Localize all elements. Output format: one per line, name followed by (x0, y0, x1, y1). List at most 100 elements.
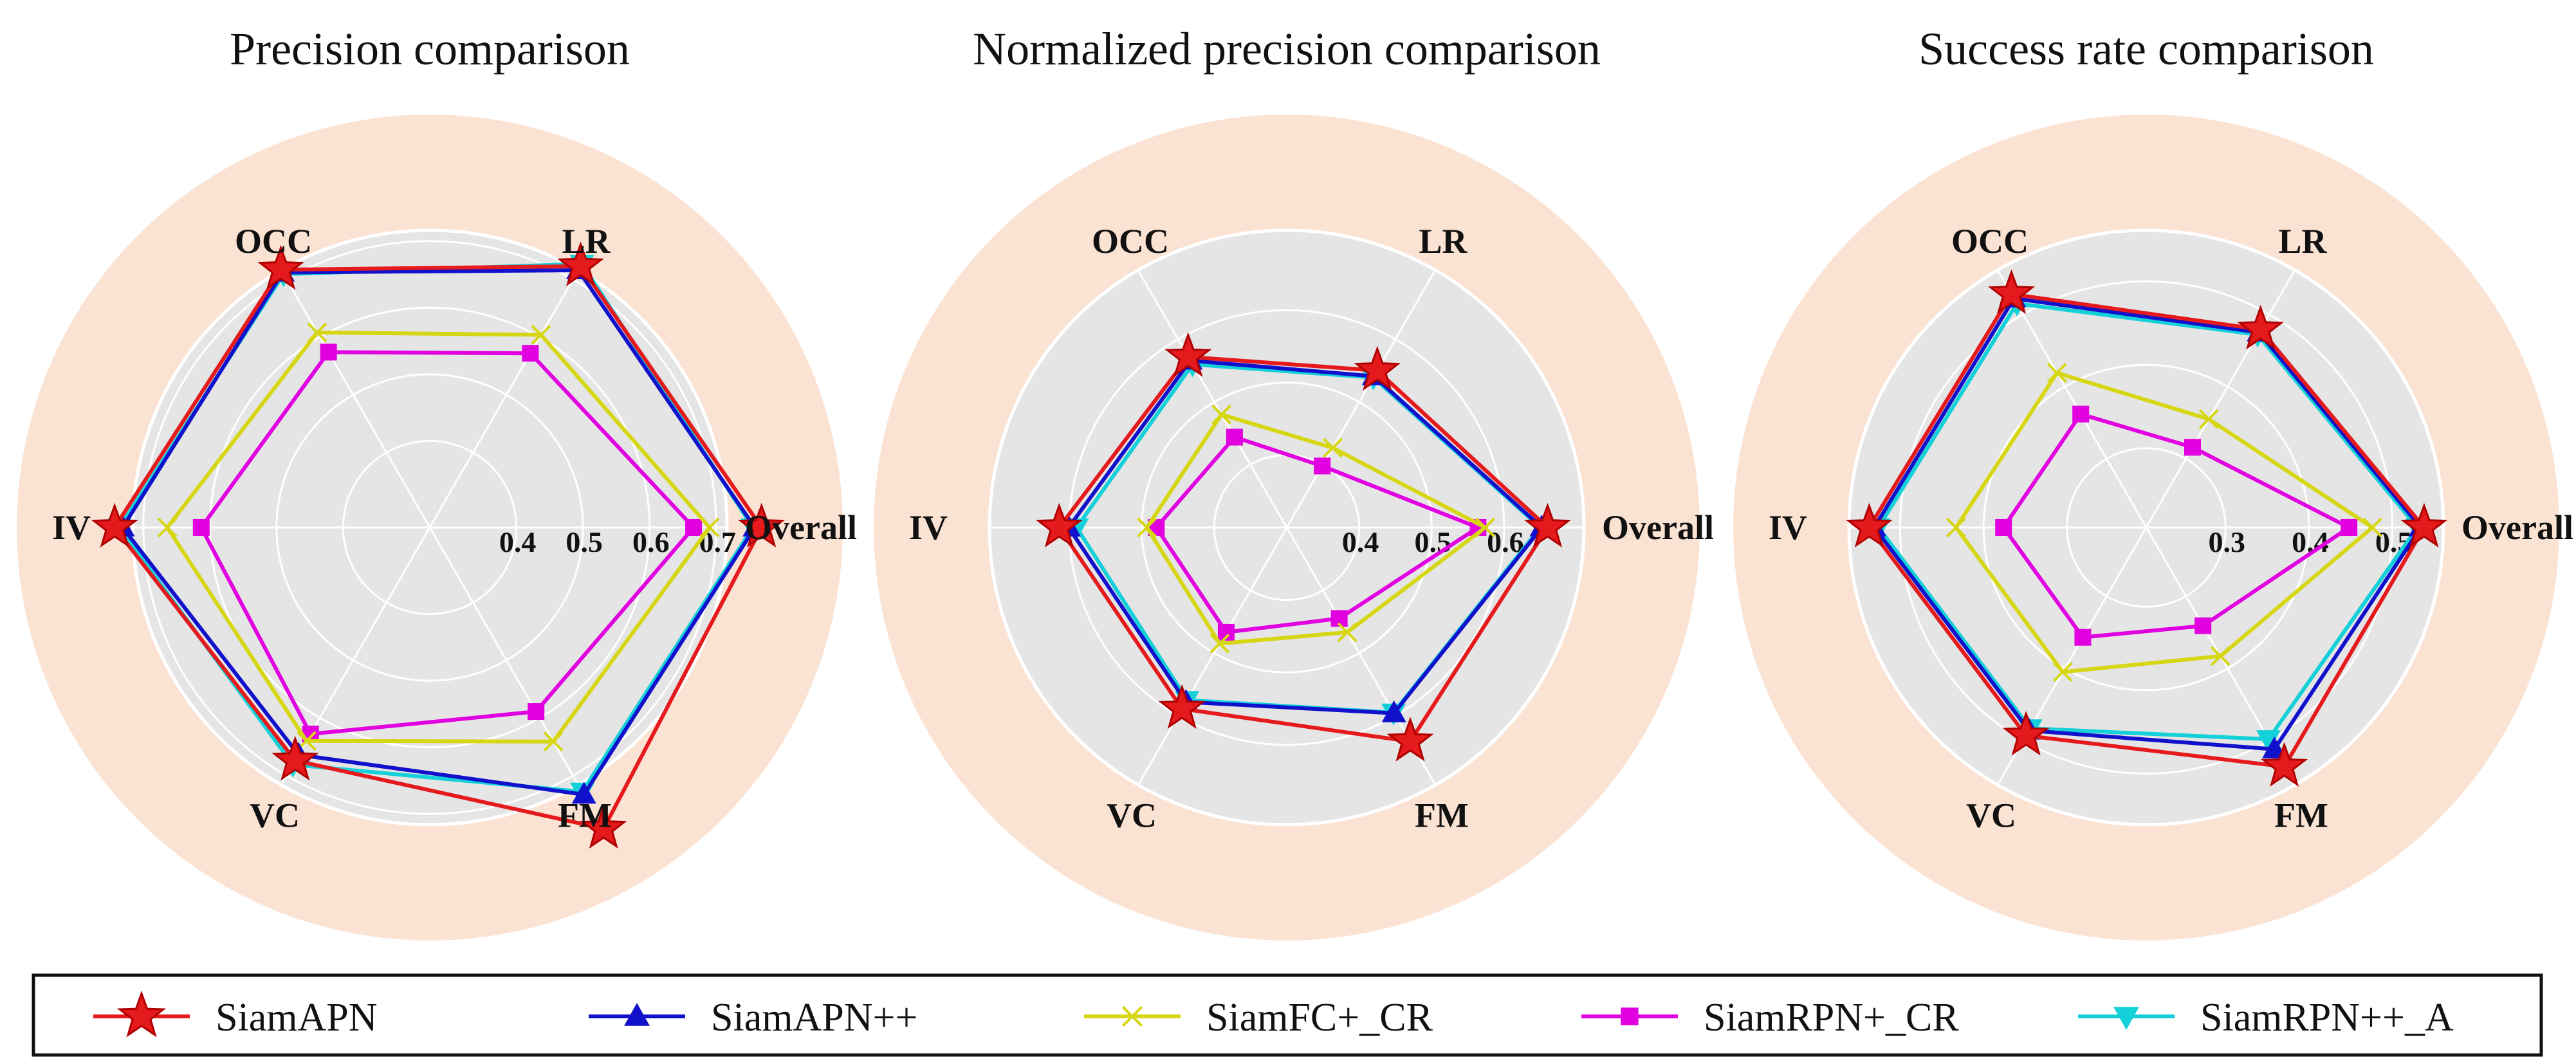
series-siamapn (91, 241, 786, 849)
radial-tick-label: 0.4 (1342, 526, 1379, 558)
radial-tick-label: 0.6 (632, 526, 670, 558)
point-siamfcplus-cr-iv (1946, 517, 1966, 538)
axis-label-iv: IV (909, 508, 948, 547)
point-siamrpnplus-cr-lr (522, 345, 539, 362)
axis-label-overall: Overall (745, 508, 857, 547)
point-siamapn-occ (1164, 332, 1212, 377)
point-siamfcplus-cr-lr (531, 325, 551, 345)
chart-title: Normalized precision comparison (973, 23, 1601, 75)
axis-label-overall: Overall (1602, 508, 1714, 547)
point-siamapn-overall (1523, 502, 1571, 548)
point-siamfcplus-cr-occ (2047, 363, 2067, 383)
point-siamrpnplus-cr-fm (2194, 617, 2212, 634)
point-siamfcplus-cr-overall (2362, 517, 2382, 538)
axis-label-iv: IV (1769, 508, 1807, 547)
square-icon (1621, 1007, 1639, 1025)
axis-label-fm: FM (1415, 796, 1469, 834)
chart-title: Success rate comparison (1918, 23, 2374, 75)
point-siamapnplusplus-fm (1381, 700, 1406, 722)
axis-label-occ: OCC (1951, 222, 2029, 261)
x-icon (1121, 1005, 1143, 1027)
point-siamapn-iv (1035, 502, 1083, 548)
radar-panel-precision-comparison: 0.4 0.5 0.6 0.7 Overall LR OCC IV VC FM Precision … (17, 23, 857, 940)
point-siamrpnplus-cr-occ (1226, 428, 1243, 446)
grid-spoke (1137, 527, 1288, 785)
point-siamapn-iv (1845, 502, 1893, 548)
triangle-up-icon (624, 1003, 650, 1026)
point-siamapn-fm (1386, 717, 1434, 762)
point-siamapn-overall (738, 502, 786, 548)
point-siamapn-occ (1988, 269, 2036, 315)
point-siamrpnplus-cr-occ (320, 344, 337, 361)
axis-label-vc: VC (1966, 796, 2016, 834)
chart-title: Precision comparison (230, 23, 630, 75)
axis-label-overall: Overall (2461, 508, 2573, 547)
point-siamfcplus-cr-vc (2052, 662, 2073, 683)
legend-entry-siamrpnplus-cr: SiamRPN+_CR (1581, 996, 1959, 1040)
legend-entry-siamapn: SiamAPN (93, 990, 377, 1040)
point-siamapn-fm (2261, 742, 2308, 787)
point-siamfcplus-cr-iv (1137, 517, 1157, 538)
legend-label: SiamFC+_CR (1206, 996, 1433, 1040)
point-siamrpnplus-cr-overall (685, 519, 703, 536)
radial-tick-label: 0.4 (499, 526, 537, 558)
point-siamrpnplus-cr-iv (192, 519, 210, 536)
radial-tick-label: 0.5 (566, 526, 603, 558)
point-siamapn-vc (271, 735, 319, 781)
point-siamfcplus-cr-occ (307, 322, 327, 343)
series-siamrpnplus-cr (1995, 405, 2358, 646)
axis-label-vc: VC (1107, 796, 1157, 834)
point-siamapn-lr (557, 241, 605, 286)
point-siamapnplusplus-fm (571, 782, 596, 804)
axis-label-lr: LR (2278, 222, 2327, 261)
series-siamfcplus-cr (1137, 405, 1496, 654)
point-siamfcplus-cr-fm (543, 731, 564, 752)
point-siamrpnplus-cr-iv (1995, 519, 2012, 536)
legend-entry-siamapnplusplus: SiamAPN++ (589, 996, 917, 1040)
axis-label-iv: IV (52, 508, 91, 547)
point-siamapn-vc (2002, 711, 2050, 756)
legend-entry-siamfcplus-cr: SiamFC+_CR (1084, 996, 1433, 1040)
series-siamrpnplus-cr (1148, 428, 1487, 641)
point-siamrpnplus-cr-lr (1314, 457, 1331, 475)
point-siamfcplus-cr-lr (2198, 409, 2219, 429)
grid-spoke (1996, 270, 2148, 528)
axis-label-vc: VC (250, 796, 300, 834)
point-siamrpnplus-cr-lr (2184, 439, 2201, 456)
grid-spoke (1285, 270, 1437, 528)
point-siamfcplus-cr-iv (157, 517, 178, 538)
triangle-down-icon (2113, 1007, 2139, 1030)
series-siamfcplus-cr (157, 322, 720, 752)
point-siamrpnplus-cr-vc (2074, 628, 2092, 646)
radial-tick-label: 0.3 (2208, 526, 2245, 558)
point-siamfcplus-cr-fm (1337, 622, 1357, 643)
point-siamapn-fm (580, 803, 627, 849)
point-siamfcplus-cr-occ (1211, 405, 1232, 425)
grid-spoke (280, 270, 431, 528)
point-siamapn-overall (2400, 502, 2448, 548)
legend-label: SiamRPN++_A (2200, 996, 2454, 1040)
legend-entry-siamrpnplusplus-a: SiamRPN++_A (2078, 996, 2454, 1040)
point-siamrpnplusplus-a-fm (2256, 730, 2281, 753)
point-siamapn-lr (1354, 345, 1401, 391)
point-siamrpnplus-cr-overall (2341, 519, 2358, 536)
axis-label-lr: LR (562, 222, 611, 261)
point-siamfcplus-cr-vc (1210, 634, 1230, 654)
legend-label: SiamAPN++ (711, 996, 917, 1040)
radial-tick-label: 0.7 (699, 526, 737, 558)
point-siamrpnplus-cr-occ (2072, 405, 2090, 423)
point-siamfcplus-cr-overall (1475, 517, 1496, 538)
legend-label: SiamAPN (216, 996, 377, 1040)
point-siamfcplus-cr-overall (699, 517, 720, 538)
grid-spoke (2145, 270, 2296, 528)
point-siamapn-iv (91, 502, 138, 548)
point-siamfcplus-cr-fm (2211, 646, 2231, 666)
radial-tick-label: 0.5 (1415, 526, 1452, 558)
point-siamapn-lr (2237, 304, 2285, 350)
grid-spoke (1137, 270, 1288, 528)
point-siamfcplus-cr-lr (1323, 437, 1343, 458)
point-siamapn-vc (1158, 684, 1206, 729)
